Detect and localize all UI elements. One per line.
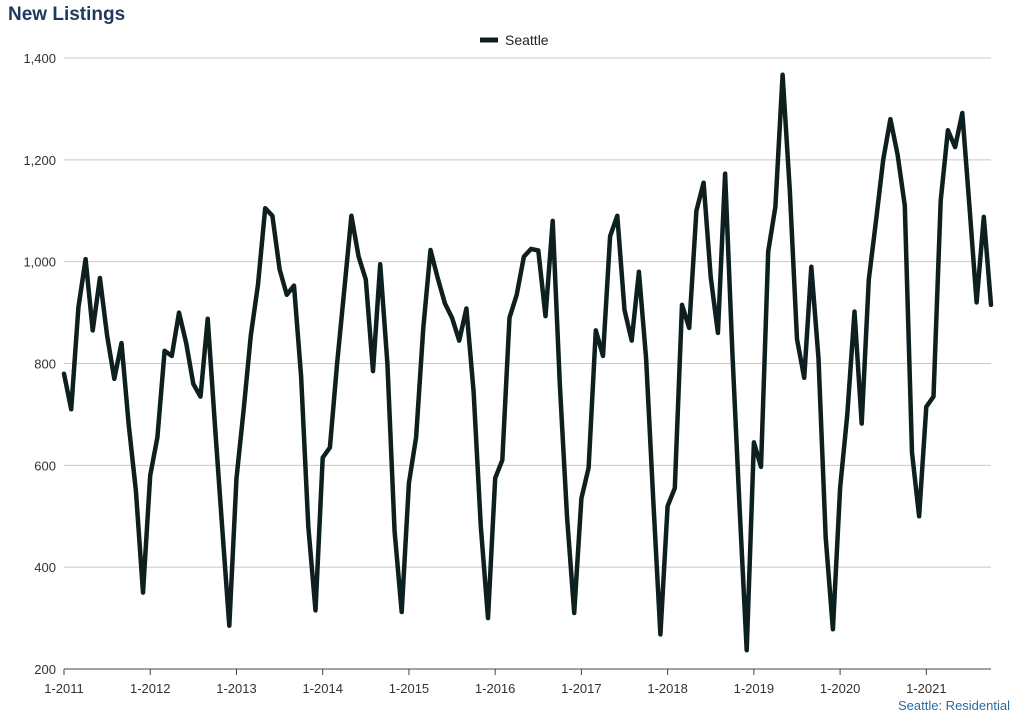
series-lines [61, 72, 994, 653]
y-tick-label: 1,200 [23, 153, 56, 168]
x-tick-label: 1-2012 [130, 681, 170, 696]
series-line-seattle [61, 72, 994, 653]
y-tick-label: 1,400 [23, 51, 56, 66]
y-tick-label: 400 [34, 560, 56, 575]
x-axis: 1-2011 1-2012 1-2013 1-2014 1-2015 1-2016 1-20… [44, 668, 991, 696]
chart-title: New Listings [8, 4, 126, 25]
x-tick-label: 1-2021 [906, 681, 946, 696]
x-tick-label: 1-2017 [561, 681, 601, 696]
x-tick-label: 1-2014 [302, 681, 342, 696]
legend-label-seattle: Seattle [505, 32, 549, 48]
y-tick-label: 200 [34, 662, 56, 677]
chart-footnote: Seattle: Residential [897, 698, 1010, 713]
x-tick-label: 1-2011 [44, 681, 84, 696]
legend[interactable]: Seattle [480, 32, 549, 48]
x-tick-label: 1-2013 [216, 681, 256, 696]
y-tick-label: 1,000 [23, 255, 56, 270]
x-tick-label: 1-2020 [820, 681, 860, 696]
x-tick-label: 1-2018 [647, 681, 687, 696]
y-tick-label: 800 [34, 357, 56, 372]
y-axis-labels: 200 400 600 800 1,000 1,200 1,400 [23, 51, 56, 677]
x-tick-label: 1-2016 [475, 681, 515, 696]
x-tick-label: 1-2015 [389, 681, 429, 696]
y-tick-label: 600 [34, 458, 56, 473]
gridlines [64, 57, 991, 568]
x-tick-label: 1-2019 [734, 681, 774, 696]
